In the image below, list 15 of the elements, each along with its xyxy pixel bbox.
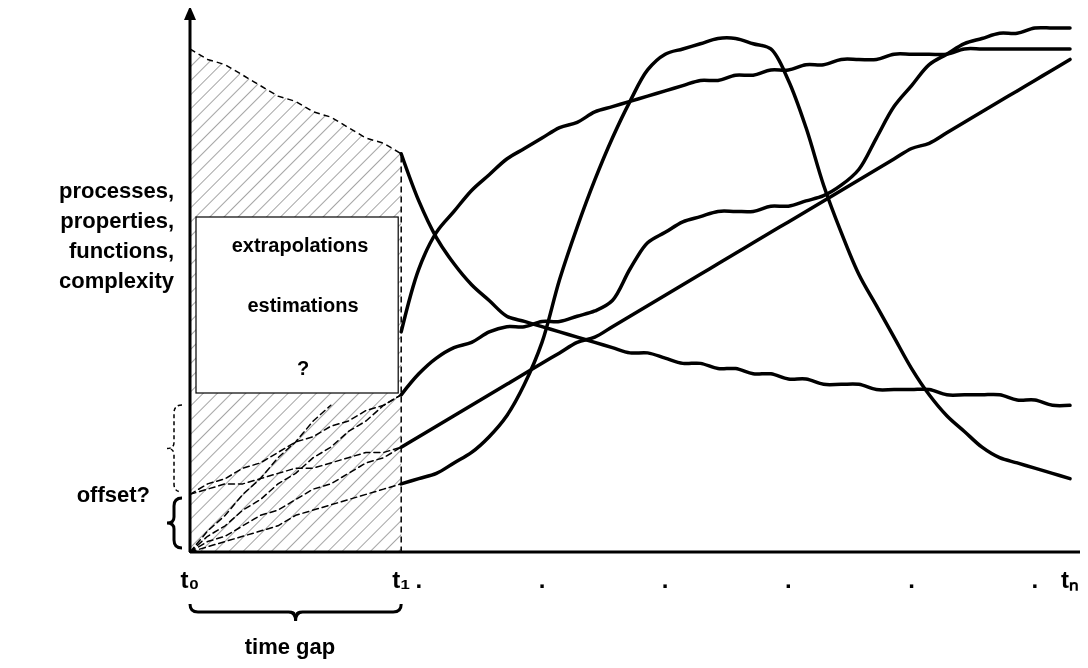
y-axis-title: processes, properties, functions, complexity bbox=[59, 178, 175, 293]
x-tick-label: . bbox=[538, 566, 546, 593]
x-tick-label: . bbox=[415, 566, 423, 593]
x-tick-label: . bbox=[785, 566, 792, 593]
x-tick-label: t₀ bbox=[180, 566, 200, 593]
annotation: estimations bbox=[247, 294, 359, 316]
x-tick-label: tₙ bbox=[1061, 566, 1079, 593]
text: offset? bbox=[76, 482, 150, 507]
annotation: ? bbox=[296, 357, 310, 379]
text: time gap bbox=[244, 634, 336, 659]
x-tick-label: t₁ bbox=[392, 566, 411, 593]
annotation: extrapolations bbox=[231, 234, 369, 256]
x-tick-label: . bbox=[661, 566, 669, 593]
x-tick-label: . bbox=[1031, 566, 1039, 593]
x-tick-label: . bbox=[908, 566, 915, 593]
